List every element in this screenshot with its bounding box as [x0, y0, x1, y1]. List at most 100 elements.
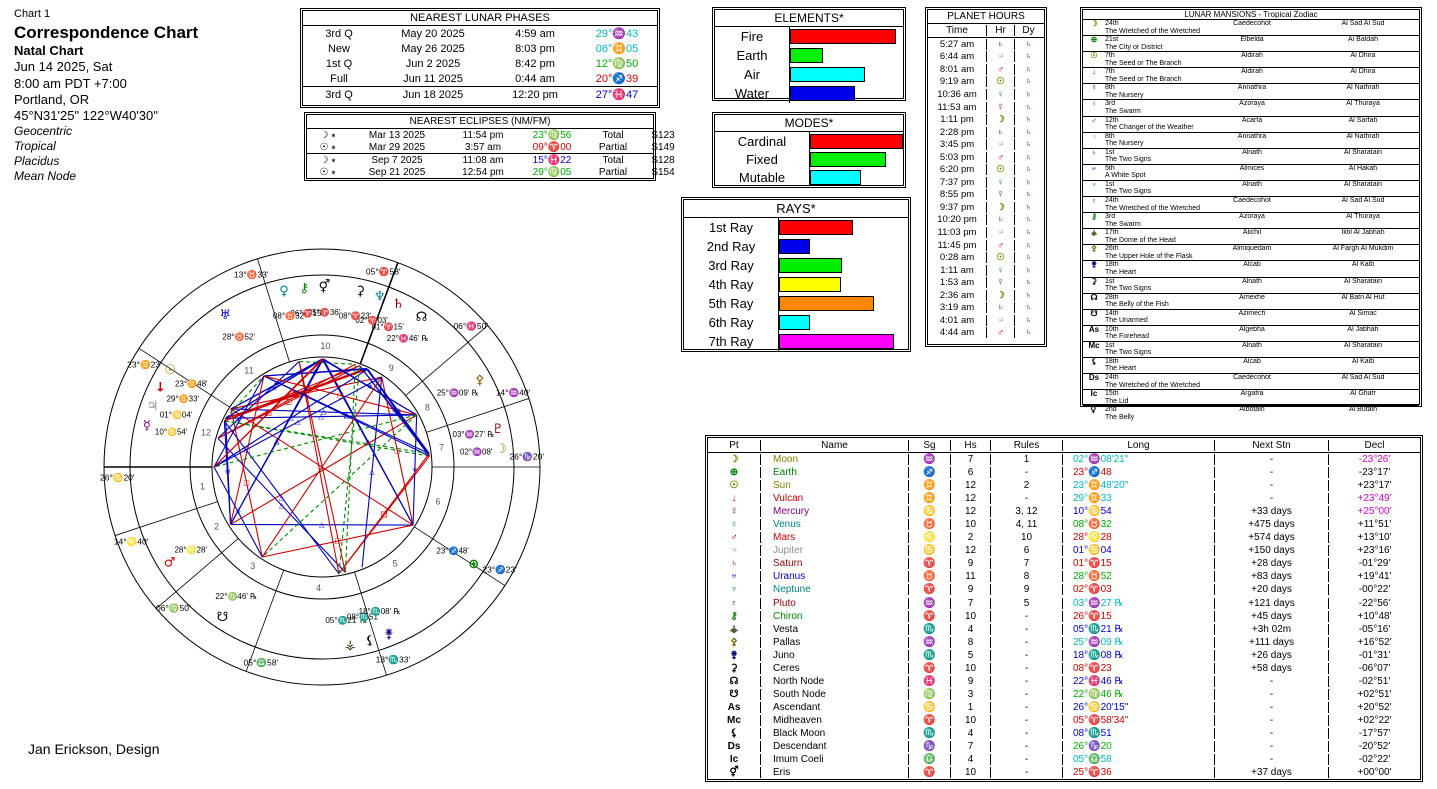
sign-icon: ♈	[908, 662, 950, 674]
next-station: -	[1214, 701, 1328, 713]
house-number: 9	[950, 584, 990, 596]
planet-hour-row: 3:19 am ♄ ♄	[928, 301, 1044, 314]
mansion-ordinal: 17th	[1105, 229, 1119, 237]
next-station: +111 days	[1214, 636, 1328, 648]
mansion-row-line1: ⚸ 18th Alcab Al Kalb	[1083, 358, 1419, 366]
house-cusp-2	[114, 501, 218, 536]
column-header-long: Long	[1062, 439, 1214, 451]
bar-label: Water	[715, 84, 790, 103]
mansion-meaning: The Heart	[1105, 268, 1137, 276]
mansion-arabic-name: Al Thuraya	[1346, 213, 1380, 221]
house-number: 12	[950, 545, 990, 557]
page-title: Correspondence Chart	[14, 22, 199, 42]
aspect-glyph: ✳	[272, 385, 278, 393]
mansion-ordinal: 24th	[1105, 374, 1119, 382]
mercury-position-label: 10°♋54'	[155, 426, 188, 436]
mansion-meaning: A White Spot	[1105, 172, 1146, 180]
planet-row-neptune: ♆ Neptune ♈ 9 9 02°♈03 +20 days -00°22'	[708, 583, 1420, 596]
house-cusp-9	[405, 325, 489, 396]
mansion-meaning: The Changer of the Weather	[1105, 124, 1194, 132]
ceres-position-label: 08°♈23'	[339, 311, 372, 321]
next-station: +58 days	[1214, 662, 1328, 674]
planet-hour-row: 11:53 am ☿ ♄	[928, 101, 1044, 114]
south-node-icon: ☋	[729, 688, 739, 700]
planet-name: Black Moon	[760, 728, 908, 739]
next-station: -	[1214, 728, 1328, 739]
hour-ruler-icon-jupiter: ♃	[986, 139, 1014, 151]
rules-houses: -	[990, 493, 1062, 505]
vulcan-glyph: ↓	[155, 381, 166, 396]
aspect-glyph: ✳	[225, 469, 231, 477]
house-cusp-5	[354, 571, 387, 676]
day-ruler-icon-saturn: ♄	[1014, 277, 1042, 289]
aspect-glyph: ✳	[312, 368, 318, 376]
mansion-arabic-name: Al Nathrah	[1346, 84, 1380, 92]
day-ruler-icon-saturn: ♄	[1014, 51, 1042, 63]
mansion-name: Annathra	[1237, 132, 1267, 140]
next-station: -	[1214, 688, 1328, 700]
planet-name: Imum Coeli	[760, 754, 908, 766]
aspect-glyph: △	[279, 493, 285, 501]
eclipse-row: ☉ ✶ Mar 29 2025 3:57 am 09°♈00 Partial S149	[307, 141, 675, 153]
house-cusp-12	[138, 348, 230, 408]
aspect-glyph: ✳	[367, 383, 373, 391]
planet-name: Earth	[760, 467, 908, 479]
bar-track	[779, 294, 908, 313]
juno-glyph: ⚵	[384, 627, 394, 642]
cusp-label-4: 05°♎58'	[244, 658, 279, 668]
juno-icon: ⚵	[730, 649, 738, 661]
mansion-name: Argafra	[1240, 390, 1264, 398]
modes-title: MODES*	[715, 115, 903, 132]
hour-time: 5:27 am	[939, 38, 975, 50]
mansion-name: Almices	[1239, 164, 1265, 172]
bar-row: 2nd Ray	[684, 237, 908, 256]
mansion-name: Algebha	[1239, 325, 1265, 333]
house-number-7: 7	[439, 443, 444, 453]
eclipse-saros: S154	[651, 166, 675, 178]
elements-bar-chart: Fire Earth Air Water	[715, 27, 903, 103]
lunar-phase-row: 3rd Q May 20 2025 4:59 am 29°♒43	[303, 26, 657, 41]
moon-icon: ☽	[319, 154, 329, 166]
sun-icon: ☉	[729, 480, 739, 492]
mansion-name: Alnath	[1242, 180, 1262, 188]
eclipse-mark-icon: ✶	[328, 169, 337, 177]
hour-time: 3:45 pm	[939, 139, 975, 151]
lunar-phases-table: 3rd Q May 20 2025 4:59 am 29°♒43 New May 26 2…	[303, 26, 657, 102]
planet-row-vesta: ⚶ Vesta ♏ 4-05°♏21 ℞ +3h 02m -05°16'	[708, 623, 1420, 636]
planet-row-sun: ☉ Sun ♊ 12 2 23°♊48'20" - +23°17'	[708, 479, 1420, 492]
mansion-row-line1: ♀ 3rd Azoraya Al Thuraya	[1083, 100, 1419, 108]
mansion-row-saturn: ♄ 1st Alnath Al Sharatain The Two Signs	[1083, 147, 1419, 164]
hour-time: 11:03 pm	[937, 226, 977, 238]
planet-hours-header: Time Hr Dy	[928, 24, 1044, 38]
declination: +13°10'	[1328, 532, 1420, 544]
mansion-row-chiron: ⚷ 3rd Azoraya Al Thuraya The Swarm	[1083, 212, 1419, 228]
sign-icon: ♋	[908, 506, 950, 518]
mansion-row-pallas: ⚴ 26th Almiquedam Al Fargh Al Mukdim The Upp…	[1083, 244, 1419, 260]
bar-3rd-ray	[779, 258, 842, 273]
house-number-2: 2	[214, 521, 219, 531]
mansion-row-line1: ☊ 28th Amexhe Al Batn Al Hut	[1083, 293, 1419, 302]
rules-houses: -	[990, 688, 1062, 700]
aspect-line	[213, 376, 382, 468]
planet-hour-row: 7:37 pm ♀ ♄	[928, 176, 1044, 189]
phase-date: Jun 2 2025	[405, 57, 461, 70]
day-ruler-icon-saturn: ♄	[1014, 201, 1042, 213]
bar-row: 5th Ray	[684, 294, 908, 313]
declination: -17°57'	[1328, 728, 1420, 739]
mansion-arabic-name: Al Sad Al Sud	[1341, 374, 1385, 382]
rules-houses: 9	[990, 584, 1062, 596]
jupiter-position-label: 01°♋04'	[160, 410, 193, 420]
mansion-row-mercury: ☿ 8th Annathra Al Nathrah The Nursery	[1083, 83, 1419, 99]
sign-icon: ♌	[908, 532, 950, 544]
mansion-arabic-name: Al Kalb	[1351, 261, 1375, 269]
cusp-label-12: 23°♊23'	[127, 360, 162, 370]
house-number: 8	[950, 636, 990, 648]
mansion-name: Azoraya	[1239, 213, 1265, 221]
eclipses-panel: NEAREST ECLIPSES (NM/FM) ☽ ✶ Mar 13 2025 1…	[304, 112, 675, 181]
lunar-eclipse-icon: ☽ ✶	[307, 130, 349, 141]
planet-hour-row: 2:36 am ☽ ♄	[928, 289, 1044, 302]
bar-7th-ray	[779, 334, 894, 349]
declination: +16°52'	[1328, 636, 1420, 648]
mansion-ordinal: 18th	[1105, 357, 1119, 365]
jupiter-icon: ♃	[1091, 131, 1097, 141]
